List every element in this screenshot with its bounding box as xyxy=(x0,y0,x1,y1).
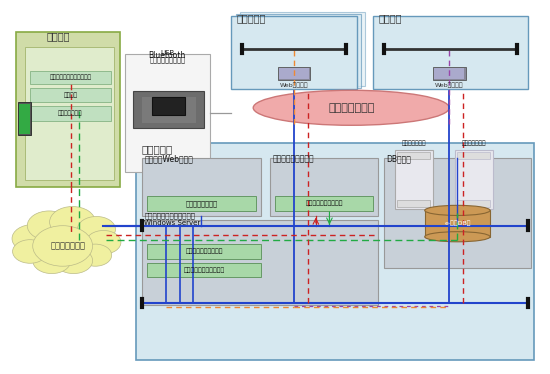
Circle shape xyxy=(12,224,53,252)
Bar xyxy=(278,67,310,80)
Bar xyxy=(384,157,531,268)
Text: リモート管理サーバ: リモート管理サーバ xyxy=(272,154,314,163)
Text: e-ナビDB層: e-ナビDB層 xyxy=(444,221,471,226)
Bar xyxy=(30,71,111,84)
Text: 担当者別ファイルの作成: 担当者別ファイルの作成 xyxy=(184,267,225,273)
Text: センターアプリケーション: センターアプリケーション xyxy=(144,212,195,219)
Circle shape xyxy=(32,226,92,266)
Bar xyxy=(147,263,261,277)
Text: 勘定系システム: 勘定系システム xyxy=(402,141,426,147)
Ellipse shape xyxy=(425,205,490,215)
Ellipse shape xyxy=(425,232,490,242)
Circle shape xyxy=(54,248,92,274)
Circle shape xyxy=(50,206,95,237)
Text: 業務受付向け機能: 業務受付向け機能 xyxy=(185,200,217,207)
Bar xyxy=(136,143,534,360)
Text: 銀行本部: 銀行本部 xyxy=(378,13,402,23)
Bar xyxy=(30,106,111,121)
Text: 営業情報: 営業情報 xyxy=(63,92,78,98)
Circle shape xyxy=(78,217,116,242)
Text: データ通信機能: データ通信機能 xyxy=(58,110,82,116)
Circle shape xyxy=(86,230,121,254)
Bar xyxy=(19,104,30,134)
Text: センターWebサーバ: センターWebサーバ xyxy=(144,154,193,163)
Bar xyxy=(134,91,204,128)
Bar xyxy=(30,88,111,102)
Circle shape xyxy=(79,244,112,266)
Bar xyxy=(279,68,309,79)
Text: キャリア通信網: キャリア通信網 xyxy=(51,242,86,251)
Bar xyxy=(270,157,378,217)
Text: Webブラウザ: Webブラウザ xyxy=(435,82,464,88)
Bar xyxy=(16,32,120,187)
Bar xyxy=(141,97,196,123)
Bar xyxy=(458,152,490,159)
Bar xyxy=(236,14,361,88)
Circle shape xyxy=(28,211,71,240)
Text: DBサーバ: DBサーバ xyxy=(387,154,411,163)
Bar xyxy=(434,68,464,79)
Text: 携帯端末: 携帯端末 xyxy=(46,31,70,42)
Text: モバイルプリンター: モバイルプリンター xyxy=(149,56,185,63)
Bar xyxy=(433,67,465,80)
Text: Webブラウザ: Webブラウザ xyxy=(280,82,309,88)
Bar xyxy=(152,97,185,115)
Bar xyxy=(125,54,210,172)
Text: USB: USB xyxy=(160,49,174,55)
Text: 営業支店向け計業機能: 営業支店向け計業機能 xyxy=(185,249,223,254)
Bar xyxy=(275,196,373,211)
Text: 携帯販売アプリケーション: 携帯販売アプリケーション xyxy=(50,75,91,80)
Bar xyxy=(141,220,378,305)
Bar xyxy=(395,150,433,209)
Text: 銀行センタ: 銀行センタ xyxy=(141,144,173,154)
Text: 銀行営業店: 銀行営業店 xyxy=(237,13,266,23)
Bar xyxy=(458,200,490,207)
Bar xyxy=(141,157,261,217)
Circle shape xyxy=(13,240,47,263)
Bar xyxy=(398,200,430,207)
Text: イントラネット: イントラネット xyxy=(328,103,375,113)
Bar xyxy=(232,16,356,89)
Bar xyxy=(398,152,430,159)
Bar xyxy=(240,12,365,86)
Bar xyxy=(455,150,493,209)
Bar xyxy=(18,102,31,135)
Text: 勘定系システム: 勘定系システム xyxy=(461,141,486,147)
Ellipse shape xyxy=(253,90,449,125)
Text: Windows Server: Windows Server xyxy=(144,220,201,226)
Bar xyxy=(147,196,256,211)
Bar xyxy=(25,47,114,180)
Bar xyxy=(373,16,528,89)
Circle shape xyxy=(32,248,71,274)
Text: 通信ゲートウェイ機能: 通信ゲートウェイ機能 xyxy=(305,201,343,206)
Text: Bluetooth: Bluetooth xyxy=(148,51,186,60)
Bar xyxy=(147,244,261,259)
Bar xyxy=(425,211,490,237)
